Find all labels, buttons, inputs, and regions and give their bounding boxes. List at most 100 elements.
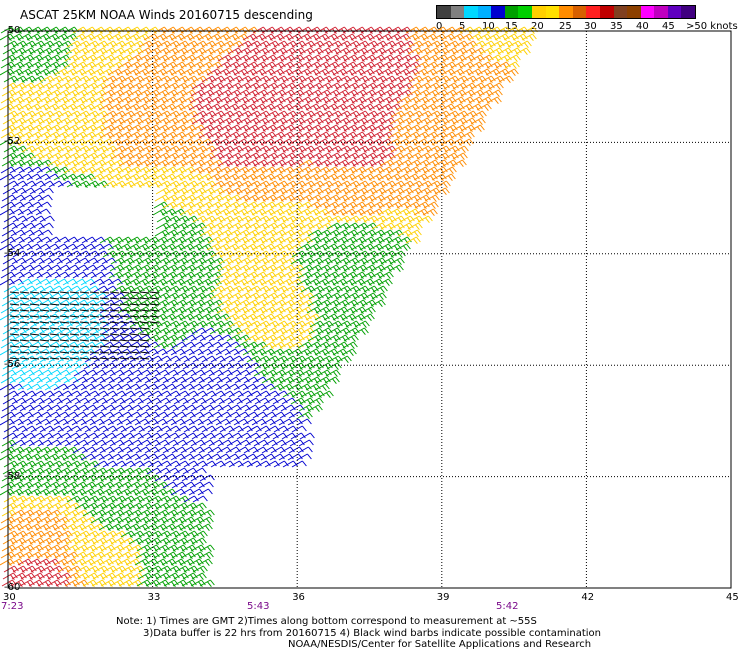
wind-barb (91, 54, 107, 63)
wind-barb (153, 131, 169, 140)
wind-barb (308, 152, 324, 161)
wind-barb (424, 159, 440, 168)
wind-barb (30, 145, 46, 154)
wind-barb (290, 82, 306, 91)
wind-barb (66, 145, 82, 154)
wind-barb (102, 145, 118, 154)
wind-barb (135, 61, 151, 70)
wind-barb (480, 40, 496, 49)
wind-barb (129, 145, 145, 154)
wind-barb (27, 96, 43, 105)
wind-barb (233, 68, 249, 77)
legend-label: 25 (559, 21, 572, 32)
legend-swatch (491, 6, 505, 18)
wind-barb (102, 110, 118, 119)
wind-barb (380, 117, 396, 126)
wind-barb (368, 103, 384, 112)
wind-barb (486, 61, 502, 70)
contaminated-barb (119, 291, 130, 294)
wind-barb (199, 159, 215, 168)
wind-barb (29, 47, 45, 56)
wind-barb (424, 124, 440, 133)
wind-barb (396, 131, 412, 140)
wind-barb (324, 96, 340, 105)
wind-barb (53, 68, 69, 77)
wind-barb (298, 159, 314, 168)
wind-barb (379, 124, 395, 133)
wind-barb (57, 110, 73, 119)
contaminated-barb (69, 291, 80, 294)
contaminated-barb (149, 315, 160, 318)
wind-barb (323, 103, 339, 112)
wind-barb (199, 124, 215, 133)
wind-barb (98, 173, 114, 182)
wind-barb (81, 131, 97, 140)
wind-barb (172, 124, 188, 133)
wind-barb (209, 152, 225, 161)
contaminated-barb (29, 321, 40, 324)
time-label-middle: 5:43 (247, 601, 270, 612)
legend-swatch (437, 6, 451, 18)
wind-barb (521, 33, 537, 42)
contaminated-barb (39, 333, 50, 336)
wind-barb (317, 82, 333, 91)
contaminated-barb (139, 291, 150, 294)
wind-barb (219, 75, 235, 84)
wind-barb (316, 159, 332, 168)
wind-barb (289, 159, 305, 168)
wind-barb (110, 82, 126, 91)
wind-barb (45, 96, 61, 105)
contaminated-barb (19, 339, 30, 342)
wind-barb (125, 103, 141, 112)
legend-swatch (545, 6, 560, 18)
wind-barb (102, 75, 118, 84)
contaminated-barb (79, 327, 90, 330)
wind-barb (100, 54, 116, 63)
wind-barb (314, 173, 330, 182)
wind-barb (73, 159, 89, 168)
wind-barb (297, 61, 313, 70)
wind-barb (280, 89, 296, 98)
wind-barb (344, 82, 360, 91)
wind-barb (450, 61, 466, 70)
wind-barb (62, 103, 78, 112)
wind-barb (62, 33, 78, 42)
wind-barb (0, 166, 16, 174)
wind-barb (467, 103, 483, 112)
wind-barb (64, 124, 80, 133)
contaminated-barb (89, 333, 100, 336)
wind-barb (0, 558, 15, 567)
wind-barb (512, 33, 528, 42)
wind-barb (399, 110, 415, 119)
wind-barb (137, 82, 153, 91)
wind-barb (386, 68, 402, 77)
wind-barb (362, 82, 378, 91)
wind-barb (55, 159, 71, 168)
contaminated-barb (9, 309, 20, 312)
wind-barb (129, 110, 145, 119)
wind-barb (297, 96, 313, 105)
wind-barb (1, 544, 17, 553)
wind-barb (189, 61, 205, 70)
wind-barb (73, 124, 89, 133)
wind-barb (495, 61, 511, 70)
contaminated-barb (29, 291, 40, 294)
wind-barb (2, 502, 18, 511)
wind-barb (126, 131, 142, 140)
wind-barb (306, 131, 322, 140)
wind-barb (479, 47, 495, 56)
wind-barb (297, 166, 313, 175)
wind-barb (237, 75, 253, 84)
wind-barb (305, 68, 321, 77)
wind-barb (344, 117, 360, 126)
wind-barb (191, 152, 207, 161)
wind-barb (226, 124, 242, 133)
wind-barb (128, 82, 144, 91)
wind-barb (163, 124, 179, 133)
wind-barb (119, 47, 135, 56)
wind-barb (45, 61, 61, 70)
wind-barb (516, 40, 532, 49)
wind-barb (363, 110, 379, 119)
wind-barb (136, 54, 152, 63)
wind-barb (479, 82, 495, 91)
